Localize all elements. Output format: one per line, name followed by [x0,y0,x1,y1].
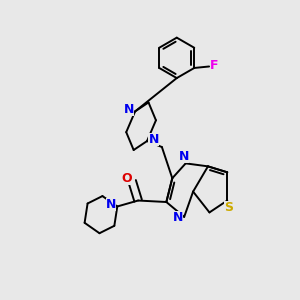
Text: N: N [172,211,183,224]
Text: O: O [121,172,131,185]
Text: N: N [179,150,189,163]
Text: S: S [224,202,233,214]
Text: N: N [148,133,159,146]
Text: N: N [106,199,116,212]
Text: F: F [210,59,219,72]
Text: N: N [123,103,134,116]
